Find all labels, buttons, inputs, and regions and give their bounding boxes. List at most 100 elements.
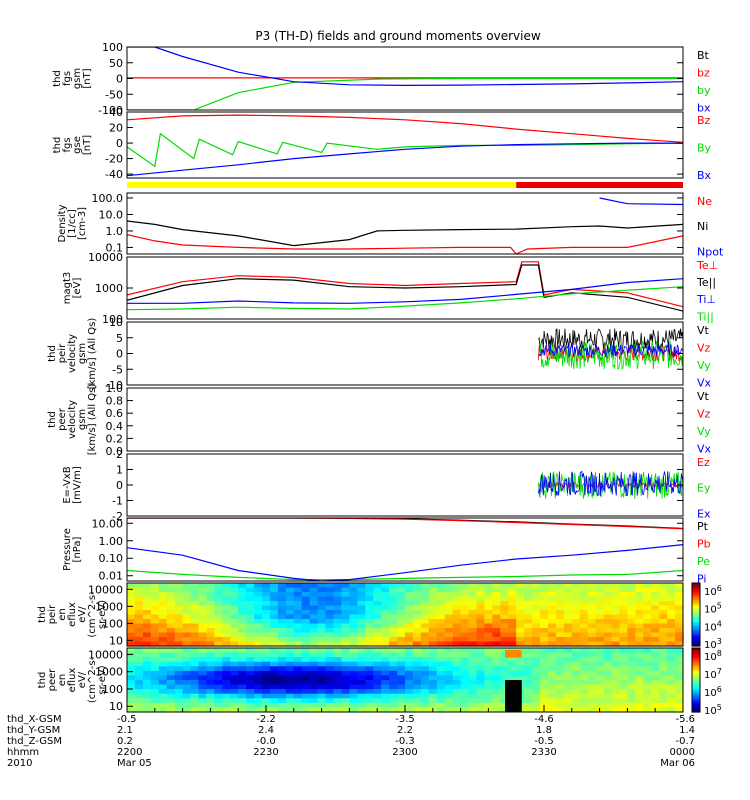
heatmap-cell — [412, 648, 422, 654]
heatmap-cell — [198, 661, 207, 667]
heatmap-cell — [627, 592, 636, 598]
colorbar-cell — [692, 616, 700, 620]
y-tick-label: 0.0 — [106, 445, 124, 458]
heatmap-cell — [381, 610, 390, 616]
heatmap-cell — [230, 648, 239, 654]
heatmap-cell — [436, 632, 446, 638]
heatmap-cell — [333, 619, 342, 625]
heatmap-cell — [444, 657, 454, 663]
heatmap-cell — [548, 610, 557, 616]
heatmap-cell — [182, 657, 192, 663]
heatmap-cell — [214, 670, 223, 677]
heatmap-cell — [301, 648, 311, 654]
heatmap-cell — [206, 623, 215, 629]
heatmap-cell — [500, 623, 509, 629]
heatmap-cell — [270, 702, 279, 709]
heatmap-cell — [238, 632, 247, 638]
heatmap-cell — [563, 610, 573, 616]
heatmap-cell — [436, 698, 446, 704]
heatmap-cell — [277, 698, 287, 704]
heatmap-cell — [627, 605, 636, 611]
y-tick-label: -50 — [105, 88, 123, 101]
heatmap-cell — [579, 623, 589, 629]
heatmap-cell — [635, 670, 644, 677]
heatmap-cell — [142, 587, 152, 593]
heatmap-cell — [603, 675, 613, 681]
heatmap-cell — [452, 628, 462, 634]
heatmap-cell — [246, 596, 255, 602]
heatmap-cell — [238, 605, 247, 611]
heatmap-cell — [476, 583, 485, 589]
heatmap-cell — [436, 657, 446, 663]
heatmap-cell — [349, 661, 358, 667]
y-tick-label: 0 — [116, 348, 123, 361]
heatmap-cell — [460, 661, 470, 667]
heatmap-cell — [428, 623, 438, 629]
heatmap-cell — [635, 702, 644, 709]
heatmap-cell — [659, 648, 668, 654]
heatmap-cell — [293, 698, 303, 704]
y-axis-label: [km/s] (All Qs) — [87, 384, 98, 456]
heatmap-cell — [365, 592, 374, 598]
heatmap-cell — [571, 675, 581, 681]
heatmap-cell — [540, 596, 549, 602]
heatmap-cell — [619, 628, 628, 634]
heatmap-cell — [532, 601, 541, 607]
heatmap-cell — [270, 601, 279, 607]
heatmap-cell — [635, 587, 644, 593]
heatmap-cell — [579, 619, 589, 625]
heatmap-cell — [484, 628, 493, 634]
y-axis-label: [eV] — [72, 278, 83, 299]
heatmap-cell — [349, 641, 358, 647]
heatmap-cell — [484, 619, 493, 625]
heatmap-cell — [484, 657, 493, 663]
heatmap-cell — [285, 641, 295, 647]
heatmap-cell — [222, 628, 231, 634]
heatmap-cell — [270, 684, 279, 690]
colorbar-cell — [692, 680, 700, 683]
heatmap-cell — [127, 652, 136, 658]
heatmap-cell — [127, 698, 136, 704]
heatmap-cell — [635, 596, 644, 602]
series-line-Ni — [127, 220, 683, 247]
heatmap-cell — [190, 592, 199, 598]
heatmap-cell — [651, 596, 660, 602]
heatmap-cell — [397, 601, 406, 607]
heatmap-cell — [428, 648, 438, 654]
heatmap-cell — [309, 619, 319, 625]
heatmap-cell — [476, 614, 485, 620]
heatmap-cell — [325, 702, 335, 709]
heatmap-cell — [516, 596, 525, 602]
legend-Ni: Ni — [697, 220, 708, 233]
heatmap-cell — [500, 605, 509, 611]
heatmap-cell — [349, 698, 358, 704]
heatmap-cell — [412, 652, 422, 658]
heatmap-cell — [134, 623, 144, 629]
heatmap-cell — [452, 661, 462, 667]
heatmap-cell — [389, 661, 398, 667]
heatmap-cell — [397, 614, 406, 620]
heatmap-cell — [285, 592, 295, 598]
heatmap-cell — [595, 637, 605, 643]
heatmap-cell — [635, 601, 644, 607]
heatmap-cell — [659, 707, 668, 713]
heatmap-cell — [365, 637, 374, 643]
heatmap-cell — [420, 583, 430, 589]
heatmap-cell — [238, 614, 247, 620]
y-axis-label: thd — [52, 70, 63, 87]
heatmap-cell — [476, 684, 485, 690]
heatmap-cell — [317, 648, 327, 654]
heatmap-cell — [571, 637, 581, 643]
heatmap-cell — [548, 623, 557, 629]
y-axis-label: eV/ — [77, 671, 88, 688]
heatmap-cell — [500, 632, 509, 638]
heatmap-cell — [397, 666, 406, 672]
heatmap-cell — [627, 601, 636, 607]
heatmap-cell — [405, 592, 414, 598]
y-tick-label: 10 — [109, 700, 123, 713]
heatmap-cell — [166, 657, 176, 663]
heatmap-cell — [222, 637, 231, 643]
heatmap-cell — [420, 670, 430, 677]
colorbar-cell — [692, 629, 700, 632]
heatmap-cell — [349, 693, 358, 699]
